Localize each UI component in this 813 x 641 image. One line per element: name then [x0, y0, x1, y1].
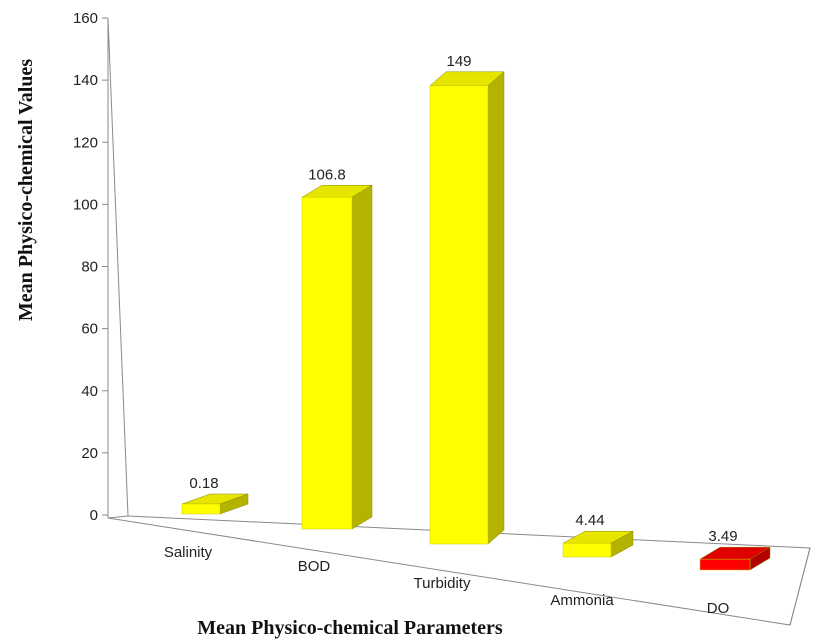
bar-front-face — [562, 542, 612, 558]
y-axis-title: Mean Physico-chemical Values — [15, 59, 37, 321]
category-label-do: DO — [707, 600, 730, 617]
data-label-do: 3.49 — [708, 528, 737, 545]
bar-front-face — [699, 558, 751, 571]
y-tick-label: 120 — [73, 134, 98, 151]
y-tick-label: 100 — [73, 196, 98, 213]
y-tick-label: 0 — [90, 507, 98, 524]
bar-salinity — [181, 493, 249, 515]
data-label-salinity: 0.18 — [189, 475, 218, 492]
category-label-salinity: Salinity — [164, 544, 213, 561]
y-tick-labels: 0 20 40 60 80 100 120 140 160 — [73, 10, 108, 524]
bar-do — [699, 546, 771, 571]
data-label-ammonia: 4.44 — [575, 512, 604, 529]
data-label-turbidity: 149 — [446, 53, 471, 70]
bar-side-face — [351, 184, 373, 530]
category-label-turbidity: Turbidity — [414, 575, 471, 592]
bar-bod — [301, 184, 373, 530]
bar-side-face — [487, 71, 505, 545]
x-axis-title: Mean Physico-chemical Parameters — [197, 617, 503, 639]
y-tick-label: 60 — [81, 321, 98, 338]
bar-front-face — [301, 197, 353, 530]
bar-turbidity — [429, 71, 505, 545]
bar-front-face — [429, 85, 489, 545]
data-label-bod: 106.8 — [308, 166, 346, 183]
y-tick-label: 160 — [73, 10, 98, 27]
bars — [181, 71, 771, 571]
category-label-ammonia: Ammonia — [550, 592, 614, 609]
bar-ammonia — [562, 530, 634, 558]
y-tick-label: 80 — [81, 259, 98, 276]
floor-frame — [107, 515, 811, 626]
data-labels: 0.18 106.8 149 4.44 3.49 — [189, 53, 737, 545]
category-labels: Salinity BOD Turbidity Ammonia DO — [164, 544, 729, 617]
y-tick-label: 140 — [73, 72, 98, 89]
bar-front-face — [181, 503, 221, 515]
y-tick-label: 40 — [81, 383, 98, 400]
category-label-bod: BOD — [298, 558, 331, 575]
y-tick-label: 20 — [81, 445, 98, 462]
